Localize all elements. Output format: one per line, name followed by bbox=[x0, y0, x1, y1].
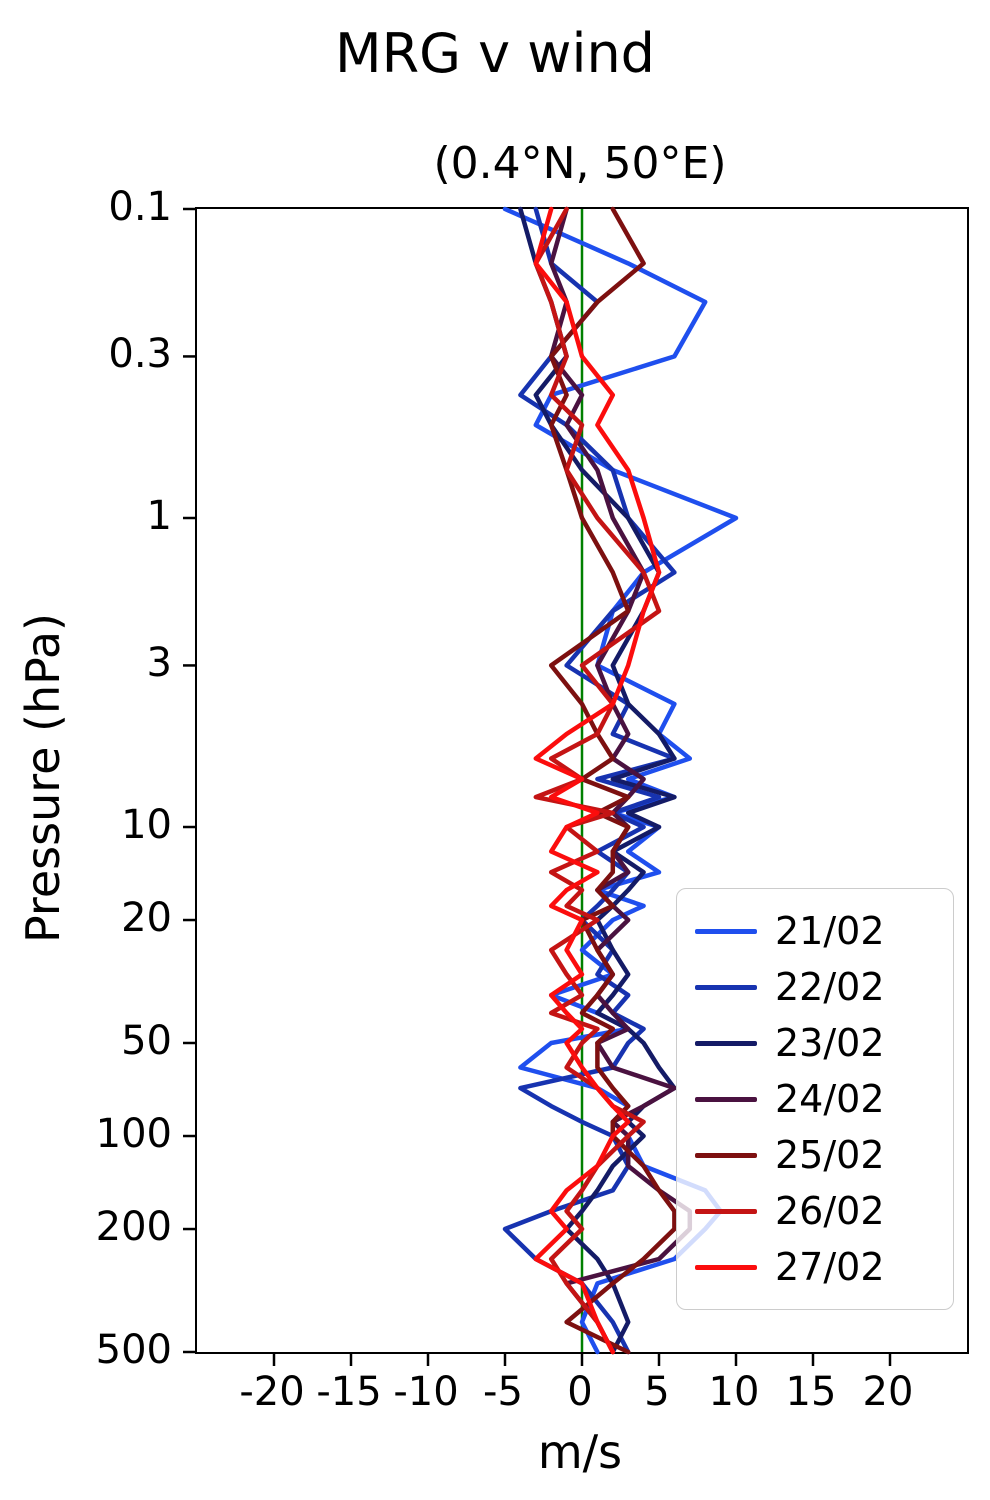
y-tick-label: 100 bbox=[95, 1111, 172, 1157]
x-axis-label: m/s bbox=[537, 1425, 623, 1479]
x-tick-label: 0 bbox=[567, 1369, 593, 1415]
y-tick-label: 200 bbox=[95, 1204, 172, 1251]
x-tick-label: 15 bbox=[785, 1369, 837, 1415]
legend-label: 24/02 bbox=[775, 1077, 885, 1121]
legend-entry: 23/02 bbox=[695, 1015, 935, 1071]
legend-label: 21/02 bbox=[775, 909, 885, 953]
x-tick-label: -5 bbox=[483, 1369, 523, 1415]
x-tick-label: 20 bbox=[862, 1369, 914, 1415]
legend-label: 22/02 bbox=[775, 965, 885, 1009]
legend-line-swatch bbox=[695, 928, 757, 934]
y-tick-label: 0.3 bbox=[108, 331, 172, 378]
legend-entry: 27/02 bbox=[695, 1239, 935, 1295]
x-tick-label: -20 bbox=[239, 1369, 305, 1415]
y-tick-label: 20 bbox=[121, 895, 172, 942]
x-tick-label: 5 bbox=[644, 1369, 670, 1415]
legend-entry: 26/02 bbox=[695, 1183, 935, 1239]
y-tick-label: 3 bbox=[146, 640, 172, 687]
series-line-27-02 bbox=[533, 206, 662, 1355]
legend-label: 26/02 bbox=[775, 1189, 885, 1233]
legend-label: 23/02 bbox=[775, 1021, 885, 1065]
legend-entry: 21/02 bbox=[695, 903, 935, 959]
legend-entry: 24/02 bbox=[695, 1071, 935, 1127]
series-line-25-02 bbox=[548, 206, 677, 1355]
y-tick-label: 500 bbox=[95, 1327, 172, 1373]
x-tick-label: -10 bbox=[393, 1369, 459, 1415]
plot-canvas bbox=[183, 206, 892, 1366]
legend-line-swatch bbox=[695, 1264, 757, 1270]
chart-subtitle: (0.4°N, 50°E) bbox=[433, 138, 727, 189]
legend-line-swatch bbox=[695, 1040, 757, 1046]
series-line-23-02 bbox=[518, 206, 677, 1355]
y-axis-label: Pressure (hPa) bbox=[16, 613, 70, 944]
legend-label: 27/02 bbox=[775, 1245, 885, 1289]
y-tick-label: 10 bbox=[121, 802, 172, 848]
x-tick-label: -15 bbox=[316, 1369, 382, 1415]
y-tick-label: 50 bbox=[121, 1017, 172, 1064]
legend-line-swatch bbox=[695, 1208, 757, 1214]
legend-label: 25/02 bbox=[775, 1133, 885, 1177]
y-tick-label: 0.1 bbox=[108, 184, 172, 230]
legend: 21/02 22/02 23/02 24/02 25/02 26/02 27/02 bbox=[676, 888, 954, 1310]
y-tick-label: 1 bbox=[146, 493, 172, 539]
x-tick-label: 10 bbox=[708, 1369, 760, 1415]
legend-line-swatch bbox=[695, 1096, 757, 1102]
legend-line-swatch bbox=[695, 1152, 757, 1158]
legend-line-swatch bbox=[695, 984, 757, 990]
legend-entry: 22/02 bbox=[695, 959, 935, 1015]
legend-entry: 25/02 bbox=[695, 1127, 935, 1183]
plot-area bbox=[183, 206, 969, 1366]
chart-title: MRG v wind bbox=[335, 22, 655, 85]
